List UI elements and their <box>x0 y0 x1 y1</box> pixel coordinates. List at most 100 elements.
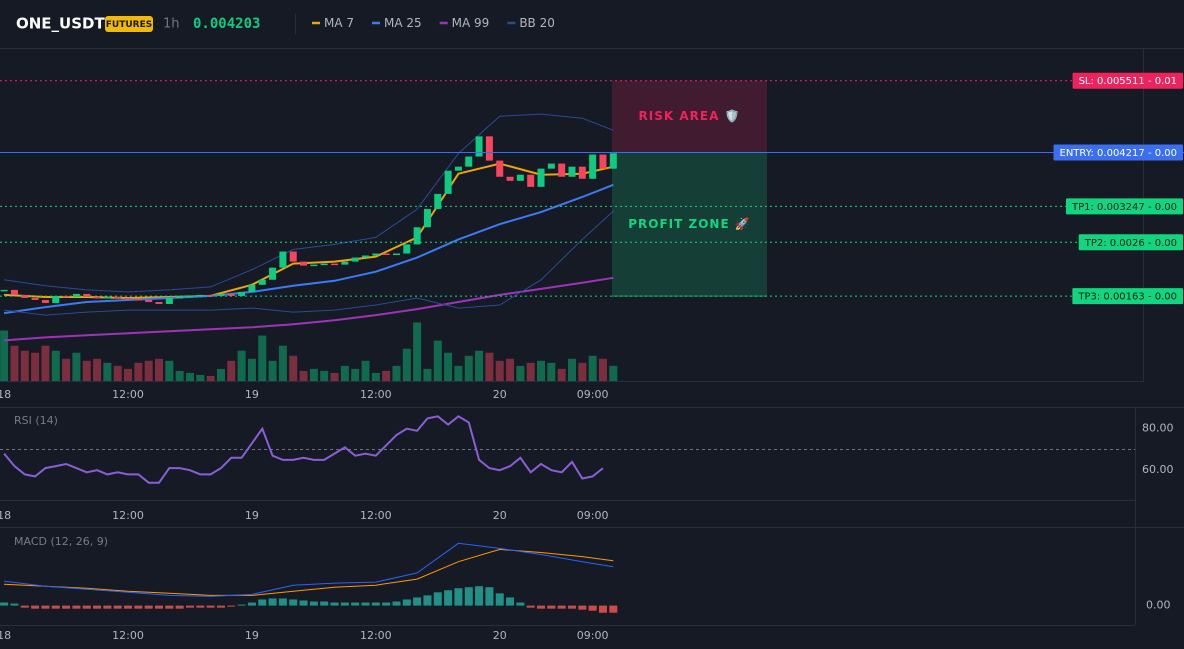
volume-bar <box>609 365 618 381</box>
macd-line <box>4 542 614 597</box>
volume-bar <box>10 345 19 381</box>
volume-bar <box>485 352 494 381</box>
candle <box>599 154 607 169</box>
legend-label: BB 20 <box>519 16 555 30</box>
x-tick-label: 18 <box>0 509 11 522</box>
macd-histogram-bar <box>464 587 473 606</box>
candle <box>496 160 504 177</box>
macd-histogram-bar <box>113 605 122 609</box>
volume-bar <box>41 345 50 381</box>
macd-histogram-bar <box>10 603 19 606</box>
macd-histogram-bar <box>237 604 246 606</box>
candle <box>176 296 184 299</box>
x-tick-label: 19 <box>245 509 259 522</box>
x-tick-label: 09:00 <box>577 629 609 642</box>
volume-bar <box>454 365 463 381</box>
candle <box>145 299 153 303</box>
interval[interactable]: 1h <box>163 17 180 32</box>
macd-histogram-bar <box>547 605 556 609</box>
macd-histogram-bar <box>216 605 225 608</box>
volume-bar <box>72 352 81 381</box>
macd-histogram-bar <box>392 601 401 606</box>
volume-bar <box>588 355 597 381</box>
level-tag: TP1: 0.003247 - 0.00 <box>1066 198 1183 215</box>
macd-histogram-bar <box>516 602 525 606</box>
macd-histogram-bar <box>444 590 453 606</box>
candle <box>351 257 359 262</box>
volume-bar <box>82 360 91 381</box>
macd-histogram-bar <box>320 601 329 606</box>
candle <box>31 297 39 300</box>
candle <box>103 296 111 299</box>
level-tag-bg <box>1072 72 1183 89</box>
candle <box>434 193 442 210</box>
candle <box>589 154 597 179</box>
volume-bar <box>444 352 453 381</box>
volume-bar <box>0 330 9 381</box>
volume-bar <box>165 360 174 381</box>
macd-title: MACD (12, 26, 9) <box>14 535 108 548</box>
zone <box>612 152 767 297</box>
level-tag-label: TP2: 0.0026 - 0.00 <box>1084 238 1177 249</box>
symbol[interactable]: ONE_USDT <box>16 15 105 33</box>
volume-bar <box>351 368 360 381</box>
candle <box>465 156 473 167</box>
candle <box>423 209 431 228</box>
x-tick-label: 19 <box>245 629 259 642</box>
indicator-line <box>4 210 614 316</box>
volume-bar <box>557 368 566 381</box>
macd-histogram-bar <box>62 605 71 609</box>
volume-bar <box>537 360 546 381</box>
volume-bar <box>278 345 287 381</box>
x-tick-label: 20 <box>493 629 507 642</box>
macd-histogram-bar <box>268 598 277 606</box>
candle <box>289 251 297 262</box>
macd-histogram-bar <box>258 599 267 606</box>
candle <box>527 174 535 187</box>
x-tick-label: 20 <box>493 509 507 522</box>
volume-bar <box>320 370 329 381</box>
y-tick-label: 0.00 <box>1146 599 1171 612</box>
macd-histogram-bar <box>361 602 370 606</box>
volume-bar <box>299 370 308 381</box>
candle <box>382 253 390 256</box>
volume-bar <box>216 368 225 381</box>
volume-bar <box>423 368 432 381</box>
macd-histogram-bar <box>299 600 308 606</box>
volume-bar <box>196 374 205 381</box>
volume-bar <box>578 362 587 381</box>
candle <box>341 261 349 265</box>
volume-bar <box>568 358 576 381</box>
legend-label: MA 25 <box>384 16 422 30</box>
candle <box>372 253 380 256</box>
candle <box>331 263 339 266</box>
level-tag-bg <box>1078 234 1183 251</box>
macd-histogram-bar <box>144 605 153 609</box>
candle <box>475 136 483 157</box>
macd-histogram-bar <box>72 605 81 609</box>
legend-label: MA 99 <box>452 16 490 30</box>
volume-bar <box>113 365 122 381</box>
macd-histogram-bar <box>588 605 597 611</box>
volume-bar <box>20 350 29 381</box>
candle <box>165 297 173 305</box>
macd-histogram-bar <box>454 588 463 606</box>
macd-histogram-bar <box>309 601 318 606</box>
macd-histogram-bar <box>382 602 391 606</box>
volume-bar <box>31 352 40 381</box>
macd-histogram-bar <box>340 602 349 606</box>
macd-histogram-bar <box>185 605 194 608</box>
macd-histogram-bar <box>31 605 40 609</box>
macd-histogram-bar <box>0 602 9 606</box>
candle <box>485 136 493 161</box>
macd-histogram-bar <box>330 602 339 606</box>
macd-histogram-bar <box>351 602 360 606</box>
candle <box>506 176 514 181</box>
volume-bar <box>206 375 215 381</box>
level-tag: TP2: 0.0026 - 0.00 <box>1078 234 1183 251</box>
macd-histogram-bar <box>196 605 205 608</box>
macd-histogram-bar <box>598 605 607 613</box>
level-tag: TP3: 0.00163 - 0.00 <box>1072 288 1183 305</box>
